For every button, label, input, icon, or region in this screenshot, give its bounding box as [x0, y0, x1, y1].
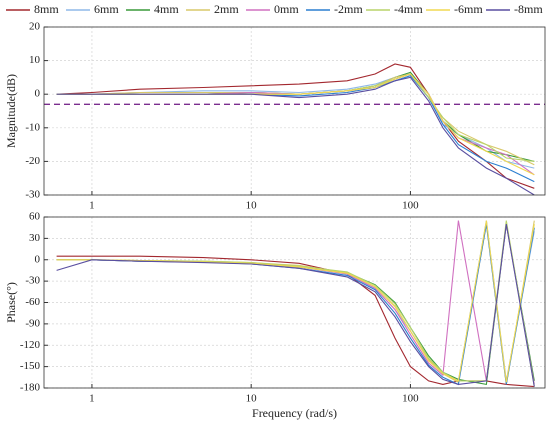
y-tick-label: -120 — [20, 339, 41, 351]
x-tick-label: 10 — [246, 393, 258, 405]
series-line — [56, 76, 535, 195]
y-tick-label: -20 — [25, 155, 40, 167]
series-line — [56, 224, 535, 386]
series-group — [56, 220, 535, 388]
x-tick-label: 1 — [89, 393, 95, 405]
legend-label: -2mm — [334, 2, 363, 16]
x-tick-label: 100 — [402, 200, 419, 212]
legend-label: 6mm — [94, 2, 119, 16]
y-tick-label: 60 — [29, 211, 41, 223]
legend-label: 8mm — [34, 2, 59, 16]
x-tick-label: 1 — [89, 200, 95, 212]
x-tick-label: 10 — [246, 200, 258, 212]
legend-label: -4mm — [394, 2, 423, 16]
series-line — [56, 73, 535, 176]
series-line — [56, 73, 535, 169]
legend-label: -6mm — [454, 2, 483, 16]
y-tick-label: -10 — [25, 121, 40, 133]
y-tick-label: 30 — [29, 232, 41, 244]
x-axis-label: Frequency (rad/s) — [252, 406, 337, 420]
y-tick-label: 20 — [29, 21, 41, 33]
y-tick-label: 10 — [29, 54, 41, 66]
legend-label: 0mm — [274, 2, 299, 16]
legend-label: 4mm — [154, 2, 179, 16]
y-axis-label: Magnitude(dB) — [4, 74, 18, 148]
series-line — [56, 224, 535, 387]
legend-label: 2mm — [214, 2, 239, 16]
series-line — [56, 255, 535, 388]
plot-frame — [43, 26, 546, 196]
legend-label: -8mm — [514, 2, 543, 16]
y-axis-label: Phase(°) — [4, 282, 18, 323]
series-line — [56, 73, 535, 176]
y-tick-label: -90 — [25, 317, 40, 329]
y-tick-label: 0 — [35, 88, 41, 100]
series-line — [56, 73, 535, 162]
y-tick-label: -180 — [20, 382, 41, 394]
y-tick-label: -60 — [25, 296, 40, 308]
y-tick-label: -30 — [25, 275, 40, 287]
y-tick-label: -150 — [20, 360, 41, 372]
series-line — [56, 71, 535, 162]
x-tick-label: 100 — [402, 393, 419, 405]
series-line — [56, 75, 535, 183]
series-group — [56, 63, 535, 195]
series-line — [56, 220, 535, 383]
series-line — [56, 63, 535, 189]
plot-frame — [43, 216, 546, 389]
y-tick-label: -30 — [25, 189, 40, 201]
series-line — [56, 73, 535, 166]
y-tick-label: 0 — [35, 253, 41, 265]
